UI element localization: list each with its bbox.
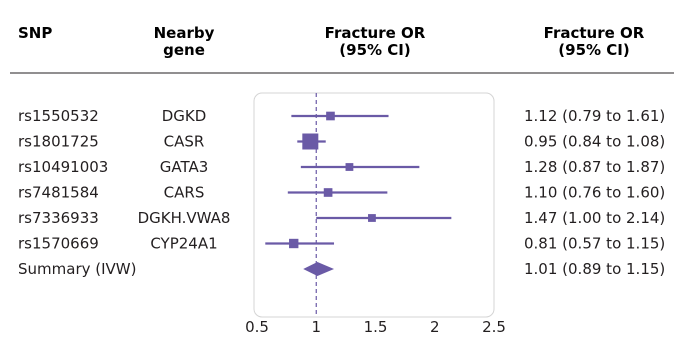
plot-panel bbox=[253, 92, 495, 318]
point-estimate-square bbox=[345, 163, 354, 171]
point-estimate-square bbox=[302, 133, 319, 150]
point-estimate-square bbox=[289, 238, 299, 249]
snp-label: rs7336933 bbox=[18, 209, 99, 227]
ci-label: 0.95 (0.84 to 1.08) bbox=[524, 133, 665, 151]
snp-label: rs1801725 bbox=[18, 133, 99, 151]
snp-label: rs10491003 bbox=[18, 158, 108, 176]
snp-label: rs7481584 bbox=[18, 184, 99, 202]
point-estimate-square bbox=[326, 111, 335, 121]
x-axis: 0.5 1 1.5 2 2.5 bbox=[245, 318, 506, 336]
x-tick-label: 1.5 bbox=[364, 318, 388, 336]
x-tick-label: 1 bbox=[311, 318, 321, 336]
gene-label: DGKH.VWA8 bbox=[138, 209, 231, 227]
gene-label: CASR bbox=[164, 133, 205, 151]
ci-label: 1.28 (0.87 to 1.87) bbox=[524, 158, 665, 176]
summary-ci-label: 1.01 (0.89 to 1.15) bbox=[524, 260, 665, 278]
point-estimate-square bbox=[323, 188, 333, 197]
marker-layer bbox=[289, 111, 376, 276]
header-ci-line2: (95% CI) bbox=[558, 41, 629, 59]
gene-label: GATA3 bbox=[160, 158, 209, 176]
gene-label: CYP24A1 bbox=[150, 235, 217, 253]
header-gene-line1: Nearby bbox=[154, 24, 215, 42]
summary-diamond bbox=[303, 262, 335, 276]
column-headers: SNP Nearby gene Fracture OR (95% CI) Fra… bbox=[18, 24, 645, 59]
point-estimate-square bbox=[368, 214, 376, 222]
ci-label: 1.12 (0.79 to 1.61) bbox=[524, 107, 665, 125]
ci-label: 1.47 (1.00 to 2.14) bbox=[524, 209, 665, 227]
header-ci-line1: Fracture OR bbox=[544, 24, 645, 42]
gene-label: DGKD bbox=[162, 107, 207, 125]
header-plot-line2: (95% CI) bbox=[339, 41, 410, 59]
snp-label: rs1570669 bbox=[18, 235, 99, 253]
confidence-interval-layer bbox=[265, 114, 452, 245]
ci-label: 1.10 (0.76 to 1.60) bbox=[524, 184, 665, 202]
header-gene-line2: gene bbox=[163, 41, 205, 59]
ci-label: 0.81 (0.57 to 1.15) bbox=[524, 235, 665, 253]
row-text-layer: rs1550532 DGKD 1.12 (0.79 to 1.61) rs180172… bbox=[18, 107, 665, 278]
x-tick-label: 0.5 bbox=[245, 318, 269, 336]
gene-label: CARS bbox=[164, 184, 205, 202]
x-tick-label: 2 bbox=[430, 318, 440, 336]
header-snp: SNP bbox=[18, 24, 52, 42]
summary-label: Summary (IVW) bbox=[18, 260, 136, 278]
snp-label: rs1550532 bbox=[18, 107, 99, 125]
x-tick-label: 2.5 bbox=[482, 318, 506, 336]
header-plot-line1: Fracture OR bbox=[325, 24, 426, 42]
